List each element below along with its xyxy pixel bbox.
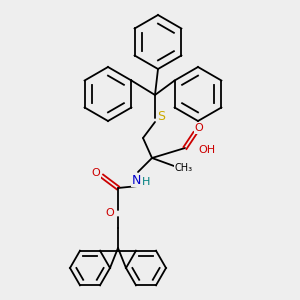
- Text: S: S: [157, 110, 165, 124]
- Text: N: N: [131, 173, 141, 187]
- Text: O: O: [195, 123, 203, 133]
- Text: OH: OH: [198, 145, 216, 155]
- Text: H: H: [142, 177, 150, 187]
- Text: CH₃: CH₃: [175, 163, 193, 173]
- Text: O: O: [92, 168, 100, 178]
- Text: O: O: [106, 208, 114, 218]
